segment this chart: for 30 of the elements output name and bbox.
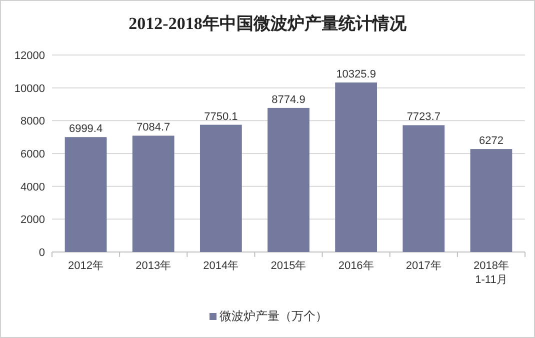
x-tick-label: 2015年 (270, 260, 306, 272)
bar (470, 149, 512, 252)
data-label: 6999.4 (68, 123, 103, 136)
bar (335, 82, 378, 252)
y-tick-label: 6000 (20, 148, 45, 160)
bar (200, 124, 242, 252)
y-tick-label: 8000 (20, 116, 45, 128)
x-tick-label: 2013年 (136, 260, 172, 272)
data-label: 8774.9 (272, 94, 306, 106)
x-tick-label: 2014年 (203, 260, 239, 272)
y-tick-label: 0 (38, 247, 45, 259)
data-label: 7750.1 (204, 110, 238, 123)
y-tick-label: 10000 (14, 82, 45, 95)
legend-label: 微波炉产量（万个） (220, 309, 328, 323)
bar (64, 137, 107, 252)
data-label: 6272 (478, 135, 504, 148)
data-label: 7723.7 (406, 111, 440, 124)
y-tick-label: 4000 (20, 181, 45, 194)
bar (132, 136, 174, 252)
x-tick-label: 2012年 (68, 260, 104, 272)
bar (402, 125, 445, 252)
bar (268, 108, 310, 252)
x-tick-label: 2017年 (406, 260, 442, 272)
x-tick-label: 2016年 (338, 260, 374, 272)
y-tick-label: 12000 (14, 50, 45, 62)
data-label: 10325.9 (336, 68, 376, 80)
y-tick-label: 2000 (20, 214, 45, 226)
data-label: 7084.7 (136, 122, 170, 134)
x-tick-label: 2018年 1-11月 (473, 260, 509, 286)
chart-title: 2012-2018年中国微波炉产量统计情况 (128, 14, 408, 33)
